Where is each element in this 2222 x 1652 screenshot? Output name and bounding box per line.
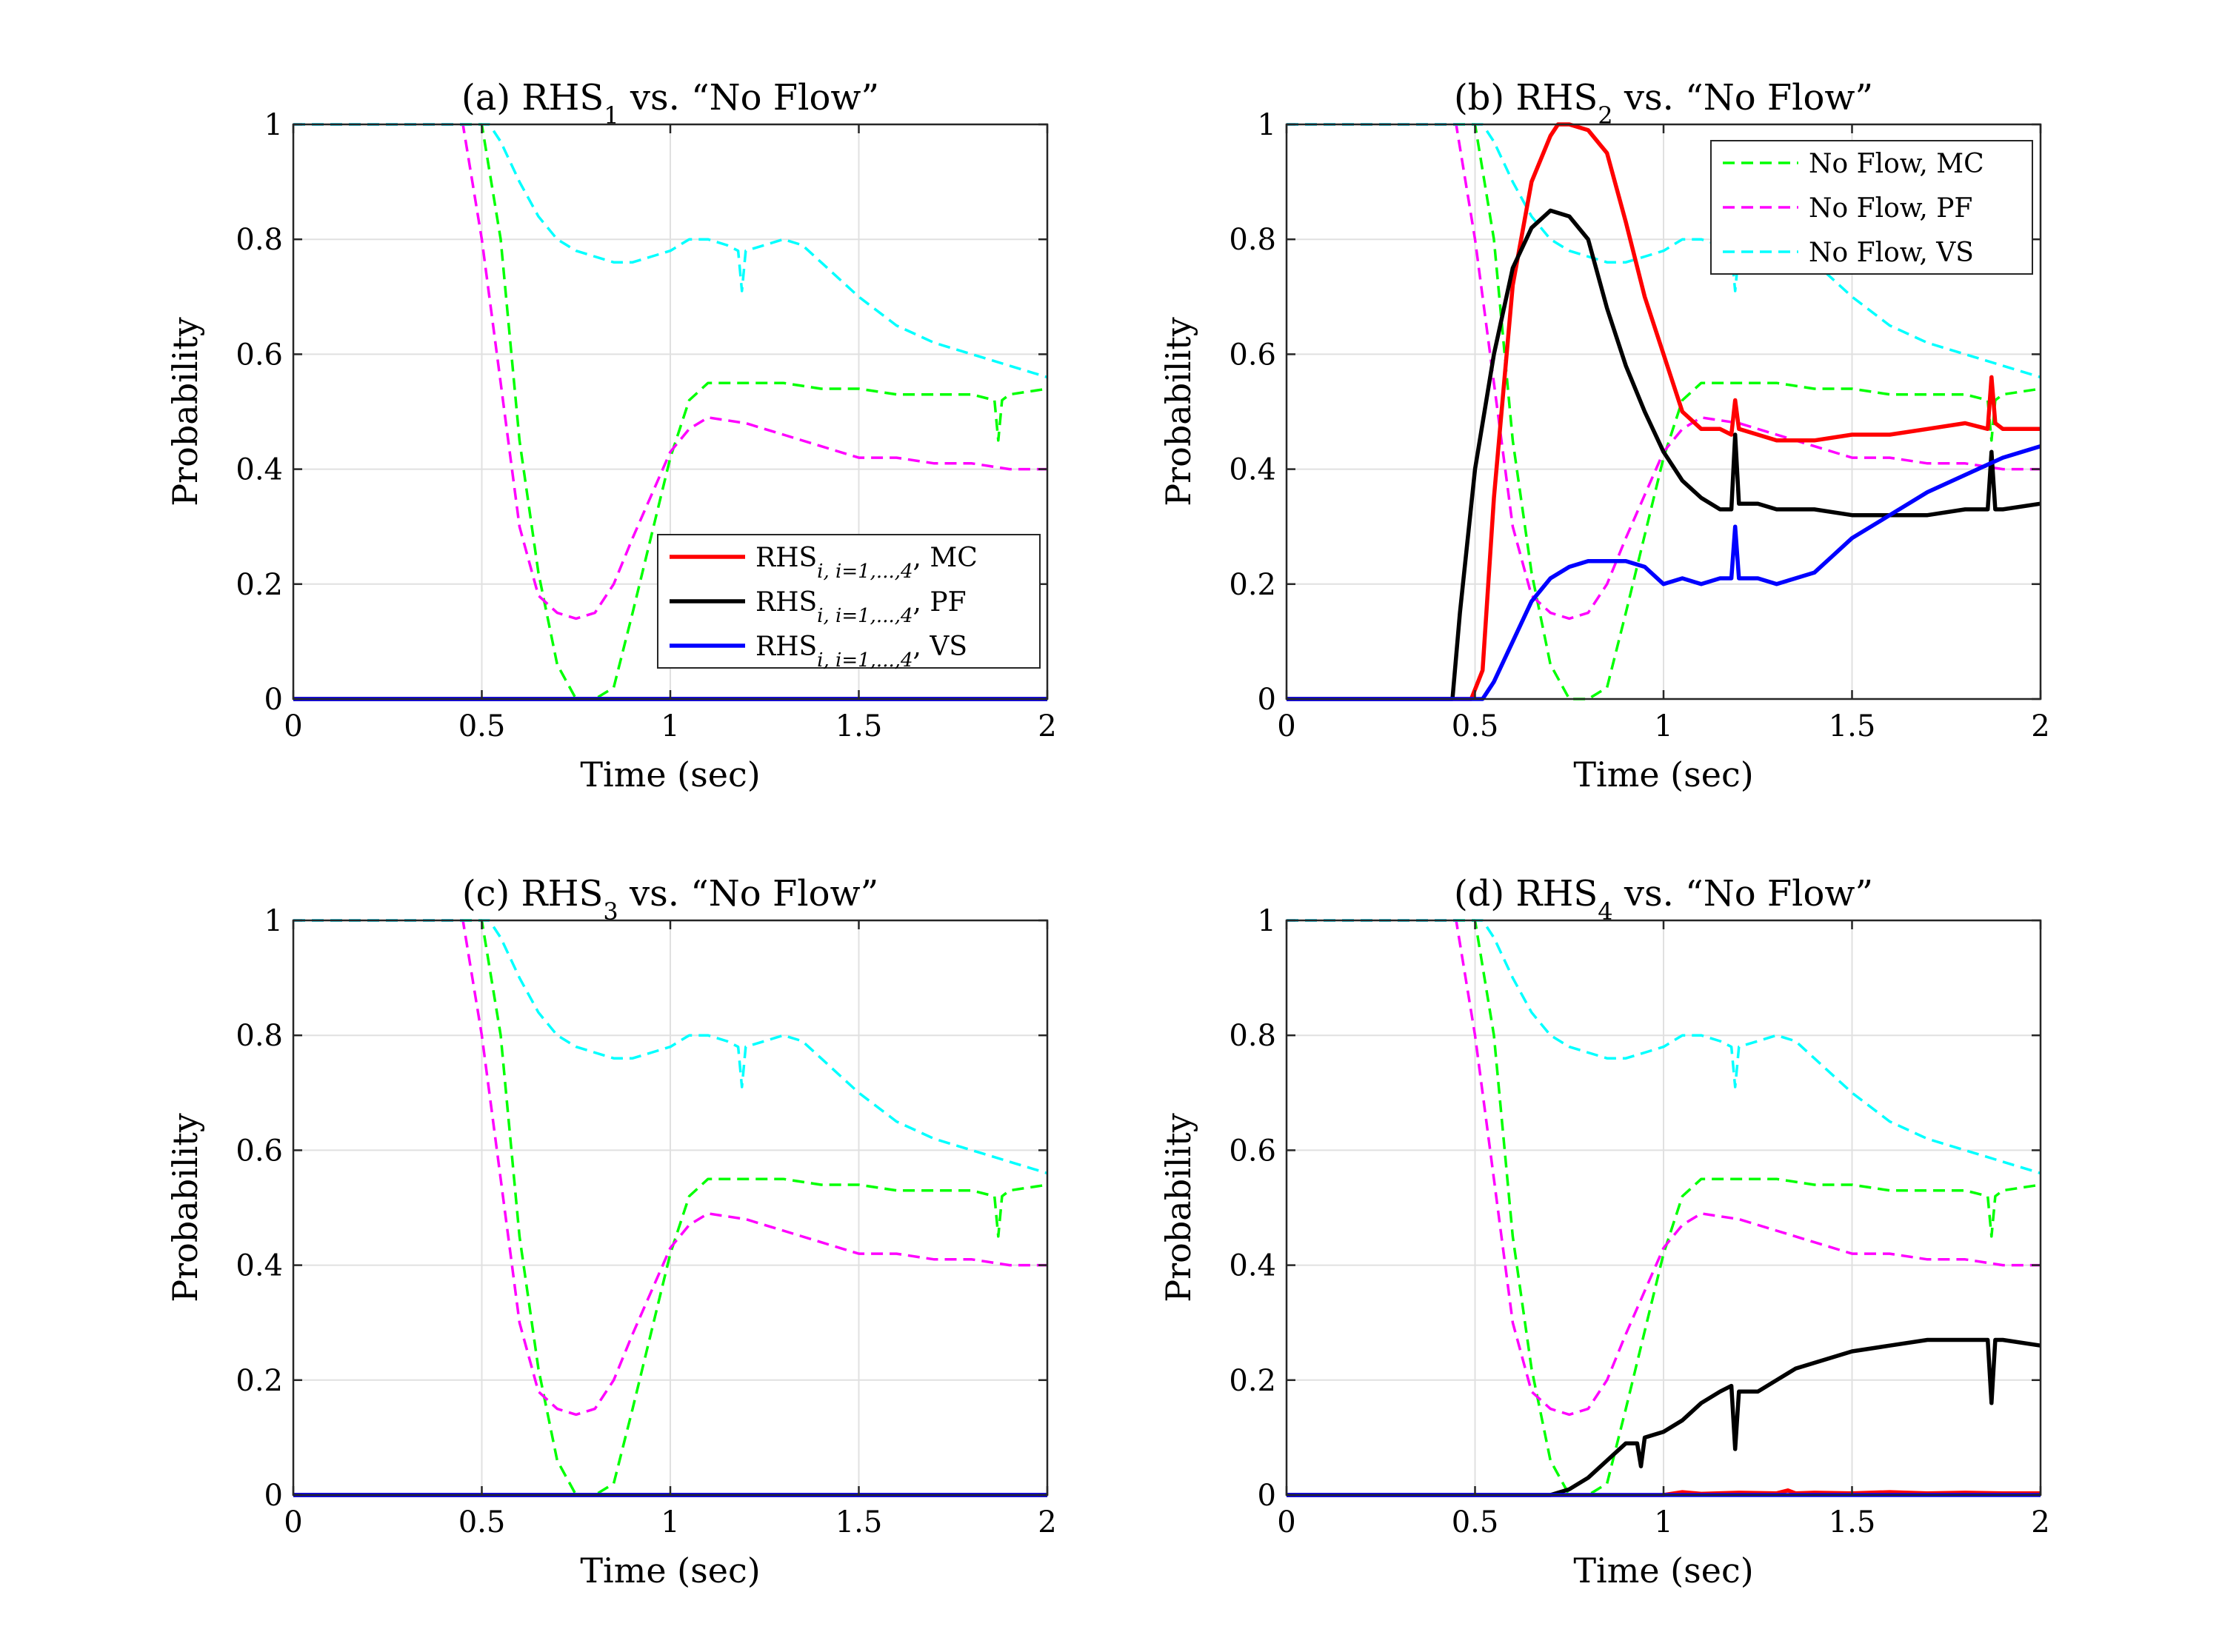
x-axis-label: Time (sec) — [580, 1551, 760, 1591]
series-line-vs-nf — [293, 919, 1048, 1175]
x-tick-label: 2 — [2031, 709, 2049, 743]
chart-title: (a) RHS1 vs. “No Flow” — [461, 77, 879, 130]
y-axis-label: Probability — [165, 1113, 205, 1302]
x-tick-label: 0 — [1277, 709, 1295, 743]
y-tick-label: 0.2 — [1229, 568, 1276, 602]
y-tick-label: 0.4 — [236, 1249, 283, 1283]
subplot-d: 0 0.5 1 1.5 2 0 0.2 0.4 0.6 0.8 1 Time (sec) Probabi… — [1158, 873, 2050, 1591]
y-tick-label: 1 — [264, 108, 283, 142]
series-line-mc-nf — [1287, 123, 2041, 700]
series-line-mc-nf — [1287, 919, 2041, 1497]
y-tick-label: 0.6 — [236, 338, 283, 372]
legend-label: RHSi, i=1,...,4, VS — [755, 632, 967, 672]
series-line-vs-nf — [293, 123, 1048, 379]
series-line-pf — [1287, 208, 2041, 701]
y-tick-label: 0.6 — [1229, 338, 1276, 372]
y-tick-label: 1 — [1258, 904, 1276, 938]
series-line-mc-nf — [293, 919, 1048, 1497]
series-line-mc-nf — [293, 123, 1048, 700]
y-tick-label: 0.2 — [236, 1364, 283, 1398]
y-tick-label: 0 — [264, 1479, 283, 1513]
y-tick-label: 0.4 — [1229, 453, 1276, 487]
x-tick-label: 1 — [1654, 1505, 1672, 1539]
series-line-pf-nf — [1287, 919, 2041, 1417]
legend-label: RHSi, i=1,...,4, MC — [755, 543, 978, 583]
chart-title: (b) RHS2 vs. “No Flow” — [1454, 77, 1873, 130]
y-tick-label: 0 — [1258, 683, 1276, 717]
x-axis-label: Time (sec) — [1573, 755, 1753, 795]
x-tick-label: 1.5 — [1829, 709, 1876, 743]
x-tick-label: 2 — [1038, 1505, 1056, 1539]
series-line-vs — [1287, 444, 2041, 701]
x-tick-label: 0 — [284, 709, 302, 743]
subplot-b: 0 0.5 1 1.5 2 0 0.2 0.4 0.6 0.8 1 Time (sec) Probabi… — [1158, 77, 2050, 795]
x-tick-label: 1 — [661, 1505, 679, 1539]
y-tick-label: 0.4 — [236, 453, 283, 487]
x-axis-label: Time (sec) — [1573, 1551, 1753, 1591]
y-tick-label: 0.4 — [1229, 1249, 1276, 1283]
legend-label: No Flow, PF — [1809, 193, 1972, 224]
legend-label: No Flow, MC — [1809, 149, 1984, 179]
series-line-vs-nf — [1287, 919, 2041, 1175]
subplot-a: 0 0.5 1 1.5 2 0 0.2 0.4 0.6 0.8 1 Time (sec) Probabi… — [165, 77, 1057, 795]
x-tick-label: 1 — [1654, 709, 1672, 743]
y-tick-label: 0.8 — [1229, 1019, 1276, 1053]
x-tick-label: 0 — [284, 1505, 302, 1539]
series-line-pf — [1287, 1337, 2041, 1497]
x-tick-label: 1.5 — [835, 709, 883, 743]
x-axis-label: Time (sec) — [580, 755, 760, 795]
y-tick-label: 0.8 — [236, 223, 283, 257]
y-tick-label: 1 — [1258, 108, 1276, 142]
x-tick-label: 2 — [2031, 1505, 2049, 1539]
y-axis-label: Probability — [165, 317, 205, 506]
legend-label: No Flow, VS — [1809, 238, 1974, 268]
y-tick-label: 1 — [264, 904, 283, 938]
x-tick-label: 0 — [1277, 1505, 1295, 1539]
y-tick-label: 0 — [264, 683, 283, 717]
x-tick-label: 0.5 — [1452, 1505, 1499, 1539]
subplot-c: 0 0.5 1 1.5 2 0 0.2 0.4 0.6 0.8 1 Time (sec) Probabi… — [165, 873, 1057, 1591]
x-tick-label: 1 — [661, 709, 679, 743]
x-tick-label: 0.5 — [1452, 709, 1499, 743]
y-tick-label: 0.8 — [1229, 223, 1276, 257]
y-tick-label: 0.8 — [236, 1019, 283, 1053]
x-tick-label: 2 — [1038, 709, 1056, 743]
y-tick-label: 0 — [1258, 1479, 1276, 1513]
x-tick-label: 1.5 — [1829, 1505, 1876, 1539]
series-line-pf-nf — [293, 919, 1047, 1417]
x-tick-label: 0.5 — [458, 1505, 506, 1539]
series-line-pf-nf — [293, 123, 1047, 621]
y-axis-label: Probability — [1158, 317, 1198, 506]
legend: No Flow, MC No Flow, PF No Flow, VS — [1710, 140, 2033, 275]
y-tick-label: 0.2 — [236, 568, 283, 602]
y-tick-label: 0.6 — [1229, 1134, 1276, 1168]
chart-title: (c) RHS3 vs. “No Flow” — [462, 873, 878, 926]
y-axis-label: Probability — [1158, 1113, 1198, 1302]
y-tick-label: 0.2 — [1229, 1364, 1276, 1398]
chart-title: (d) RHS4 vs. “No Flow” — [1454, 873, 1873, 926]
series-group — [1287, 122, 2041, 701]
legend-label: RHSi, i=1,...,4, PF — [755, 587, 967, 627]
y-tick-label: 0.6 — [236, 1134, 283, 1168]
x-tick-label: 0.5 — [458, 709, 506, 743]
series-line-vs-nf — [1287, 123, 2041, 379]
series-line-mc — [1287, 122, 2041, 701]
x-tick-label: 1.5 — [835, 1505, 883, 1539]
